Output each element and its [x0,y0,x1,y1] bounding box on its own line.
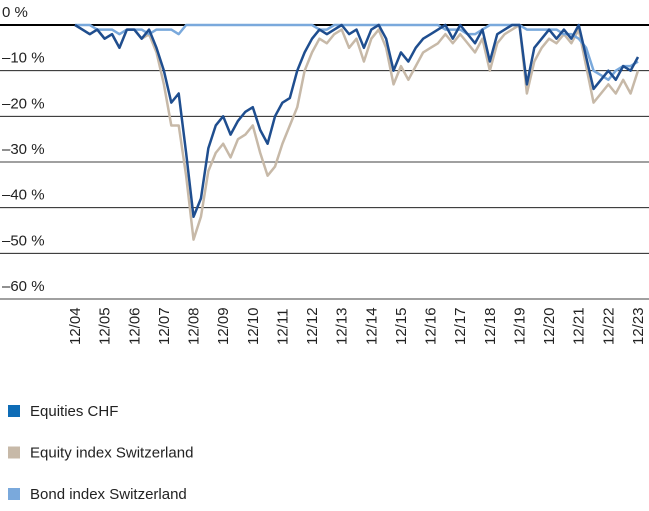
y-tick-label: –10 % [2,50,45,67]
legend-swatch [8,405,20,417]
x-tick-label: 12/07 [156,307,173,345]
x-tick-label: 12/14 [363,307,380,345]
y-tick-label: 0 % [2,4,28,21]
x-tick-label: 12/21 [571,307,588,345]
legend-label: Equities CHF [30,403,118,420]
x-tick-label: 12/20 [541,307,558,345]
x-tick-label: 12/17 [452,307,469,345]
x-tick-label: 12/12 [304,307,321,345]
legend-label: Bond index Switzerland [30,486,187,503]
y-tick-label: –30 % [2,141,45,158]
x-tick-label: 12/06 [126,307,143,345]
y-tick-label: –40 % [2,187,45,204]
series-line [74,23,640,219]
legend-swatch [8,488,20,500]
series-line [74,23,640,241]
x-tick-label: 12/15 [393,307,410,345]
x-tick-label: 12/10 [245,307,262,345]
series-line [75,23,639,82]
y-tick-label: –20 % [2,95,45,112]
x-tick-label: 12/08 [186,307,203,345]
x-tick-label: 12/23 [630,307,647,345]
x-tick-label: 12/22 [600,307,617,345]
legend-label: Equity index Switzerland [30,445,193,462]
y-tick-label: –50 % [2,232,45,249]
x-tick-label: 12/16 [423,307,440,345]
x-tick-label: 12/09 [215,307,232,345]
x-tick-label: 12/05 [97,307,114,345]
x-tick-label: 12/11 [274,309,291,345]
x-tick-label: 12/18 [482,307,499,345]
legend-swatch [8,446,20,459]
y-tick-label: –60 % [2,278,45,295]
x-tick-label: 12/19 [511,307,528,345]
x-tick-label: 12/13 [334,307,351,345]
x-tick-label: 12/04 [67,307,84,345]
